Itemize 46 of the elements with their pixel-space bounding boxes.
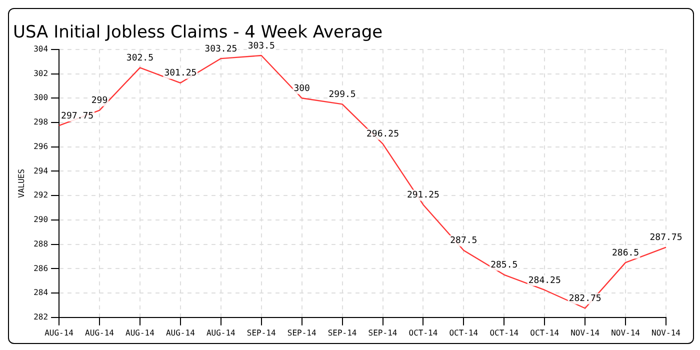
- x-tick-label: SEP-14: [368, 328, 398, 338]
- x-tick-label: AUG-14: [206, 328, 236, 338]
- data-label: 282.75: [568, 294, 602, 304]
- data-label: 291.25: [406, 190, 440, 201]
- x-tick-label: NOV-14: [570, 328, 600, 338]
- y-tick-label: 294: [34, 166, 48, 176]
- x-tick-label: SEP-14: [328, 328, 357, 338]
- y-tick-label: 302: [34, 68, 48, 78]
- x-tick-label: NOV-14: [611, 328, 640, 338]
- data-label: 303.5: [248, 41, 275, 52]
- data-label: 296.25: [366, 130, 400, 140]
- data-label: 287.5: [450, 236, 478, 246]
- data-label: 302.5: [126, 54, 154, 64]
- y-axis-title: VALUES: [16, 168, 26, 198]
- data-label: 287.75: [650, 233, 682, 244]
- x-tick-label: OCT-14: [490, 328, 519, 338]
- chart-title: USA Initial Jobless Claims - 4 Week Average: [13, 22, 383, 43]
- x-tick-label: AUG-14: [44, 328, 74, 338]
- y-tick-label: 304: [34, 44, 48, 54]
- x-tick-label: SEP-14: [287, 328, 316, 338]
- y-tick-label: 284: [34, 288, 48, 298]
- y-tick-label: 288: [34, 239, 48, 248]
- data-label: 284.25: [528, 276, 561, 286]
- x-tick-label: AUG-14: [85, 328, 114, 338]
- y-tick-label: 298: [34, 118, 48, 127]
- data-label: 301.25: [164, 68, 197, 79]
- data-label: 299.5: [328, 90, 356, 100]
- x-tick-label: AUG-14: [166, 328, 196, 338]
- y-tick-label: 292: [34, 190, 48, 200]
- x-tick-label: OCT-14: [408, 328, 438, 338]
- y-tick-label: 282: [34, 312, 48, 322]
- x-tick-label: NOV-14: [652, 328, 681, 338]
- data-label: 286.5: [612, 248, 640, 258]
- data-label: 285.5: [490, 260, 518, 271]
- data-label: 297.75: [61, 111, 94, 122]
- y-tick-label: 300: [34, 93, 48, 102]
- data-label: 299: [91, 96, 108, 106]
- y-tick-label: 286: [34, 264, 48, 273]
- y-tick-label: 290: [34, 215, 48, 224]
- x-tick-label: AUG-14: [126, 328, 155, 338]
- x-tick-label: OCT-14: [449, 328, 478, 338]
- x-tick-label: OCT-14: [530, 328, 560, 338]
- data-label: 300: [294, 84, 310, 94]
- data-label: 303.25: [204, 44, 238, 54]
- y-tick-label: 296: [34, 142, 48, 151]
- x-tick-label: SEP-14: [246, 328, 276, 338]
